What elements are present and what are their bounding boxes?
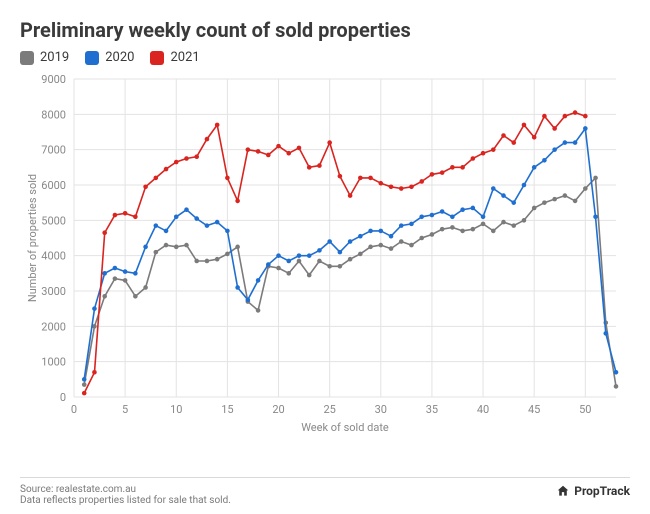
home-icon: [556, 484, 570, 498]
svg-text:25: 25: [323, 403, 335, 416]
note-line: Data reflects properties listed for sale…: [20, 495, 231, 506]
legend-label: 2019: [40, 50, 69, 65]
svg-text:45: 45: [528, 403, 540, 416]
legend-swatch: [150, 51, 164, 65]
legend-item: 2019: [20, 50, 69, 65]
svg-text:6000: 6000: [41, 179, 66, 192]
svg-text:2000: 2000: [41, 320, 66, 333]
legend-item: 2020: [85, 50, 134, 65]
brand-text: PropTrack: [574, 484, 630, 498]
svg-text:7000: 7000: [41, 144, 66, 157]
svg-text:0: 0: [60, 391, 66, 404]
svg-text:5000: 5000: [41, 214, 66, 227]
svg-text:50: 50: [579, 403, 591, 416]
brand-logo: PropTrack: [556, 484, 630, 498]
svg-text:15: 15: [221, 403, 233, 416]
line-chart: 0 1000 2000 3000 4000 5000 6000 7000 8000 9000 0 5 1…: [20, 71, 630, 441]
svg-text:9000: 9000: [41, 73, 66, 86]
chart-title: Preliminary weekly count of sold propert…: [20, 18, 630, 42]
svg-text:4000: 4000: [41, 250, 66, 263]
svg-text:1000: 1000: [41, 356, 66, 369]
svg-text:5: 5: [122, 403, 128, 416]
chart-card: Preliminary weekly count of sold propert…: [0, 0, 650, 514]
svg-text:30: 30: [375, 403, 387, 416]
footer: Source: realestate.com.au Data reflects …: [20, 477, 630, 506]
source-line: Source: realestate.com.au: [20, 484, 231, 495]
svg-text:35: 35: [426, 403, 438, 416]
svg-text:10: 10: [170, 403, 182, 416]
legend-label: 2020: [105, 50, 134, 65]
svg-text:Number of properties sold: Number of properties sold: [26, 174, 39, 302]
legend: 2019 2020 2021: [20, 50, 630, 65]
svg-text:3000: 3000: [41, 285, 66, 298]
footer-text: Source: realestate.com.au Data reflects …: [20, 484, 231, 506]
svg-text:0: 0: [71, 403, 77, 416]
svg-text:40: 40: [477, 403, 489, 416]
plot-area: 0 1000 2000 3000 4000 5000 6000 7000 8000 9000 0 5 1…: [20, 71, 630, 441]
legend-item: 2021: [150, 50, 199, 65]
svg-text:8000: 8000: [41, 108, 66, 121]
legend-label: 2021: [170, 50, 199, 65]
svg-text:Week of sold date: Week of sold date: [301, 421, 389, 434]
svg-text:20: 20: [272, 403, 284, 416]
legend-swatch: [20, 51, 34, 65]
legend-swatch: [85, 51, 99, 65]
